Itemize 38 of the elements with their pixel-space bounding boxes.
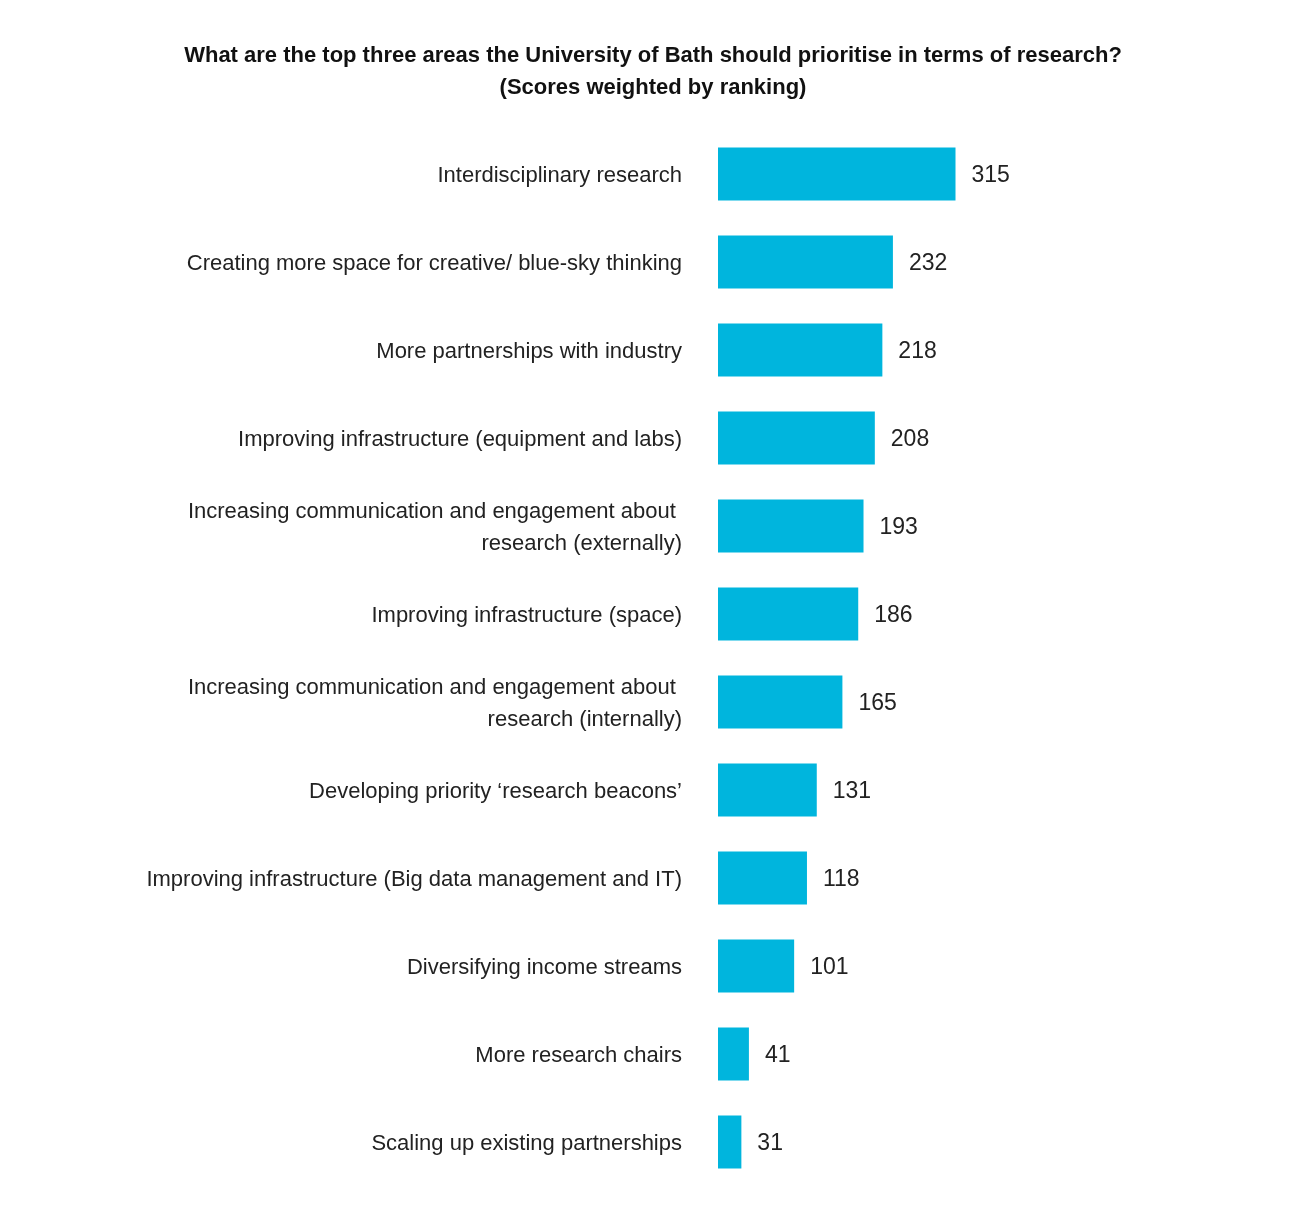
data-label: 218	[898, 337, 937, 363]
y-tick-label: More research chairs	[475, 1041, 682, 1067]
bar	[718, 499, 864, 553]
bar	[718, 1115, 742, 1169]
data-label: 165	[858, 689, 897, 715]
chart-title: What are the top three areas the University of Bath should prioritise in terms of research?	[184, 41, 1122, 67]
data-label: 101	[810, 953, 849, 979]
data-label: 31	[757, 1129, 783, 1155]
data-label: 232	[908, 249, 948, 275]
bar	[718, 763, 817, 817]
data-label: 131	[832, 777, 872, 803]
bar	[718, 1027, 749, 1081]
bar	[718, 323, 883, 377]
data-label: 186	[874, 601, 913, 627]
y-tick-label: Improving infrastructure (space)	[371, 601, 682, 627]
y-tick-label: Interdisciplinary research	[437, 161, 682, 187]
bar	[718, 675, 843, 729]
data-label: 193	[879, 513, 918, 539]
y-tick-label: Increasing communication and engagement about research (internally)	[187, 673, 682, 731]
data-label: 315	[971, 161, 1010, 187]
chart-subtitle: (Scores weighted by ranking)	[499, 73, 807, 99]
bar	[718, 939, 795, 993]
y-tick-label: Developing priority ‘research beacons’	[309, 777, 682, 803]
bar	[718, 147, 956, 201]
y-tick-label: More partnerships with industry	[376, 337, 682, 363]
bar	[718, 851, 807, 905]
bar	[718, 587, 859, 641]
data-label: 208	[890, 425, 930, 451]
data-label: 41	[764, 1041, 791, 1067]
y-tick-label: Diversifying income streams	[406, 953, 682, 979]
y-tick-label: Scaling up existing partnerships	[371, 1129, 682, 1155]
bar	[718, 235, 893, 289]
bar	[718, 411, 875, 465]
y-tick-label: Improving infrastructure (equipment and labs)	[238, 425, 682, 451]
y-tick-label: Increasing communication and engagement about research (externally)	[187, 497, 682, 555]
y-tick-label: Improving infrastructure (Big data management and IT)	[146, 865, 682, 891]
y-tick-label: Creating more space for creative/ blue-sky thinking	[186, 249, 682, 275]
data-label: 118	[822, 865, 860, 891]
